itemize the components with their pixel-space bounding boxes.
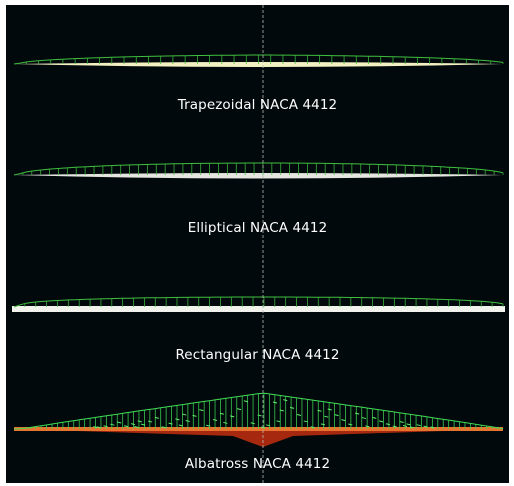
lift-detail-albatross: [230, 415, 235, 418]
lift-detail-albatross: [93, 426, 98, 429]
wing-viewport[interactable]: Trapezoidal NACA 4412 Elliptical NACA 44…: [6, 5, 509, 483]
lift-detail-albatross: [178, 424, 183, 427]
lift-detail-albatross: [103, 425, 108, 428]
lift-detail-albatross: [348, 423, 353, 426]
lift-detail-albatross: [365, 425, 370, 428]
wing-surface-albatross-under: [14, 429, 503, 447]
lift-detail-albatross: [327, 408, 332, 411]
lift-detail-albatross: [276, 420, 281, 423]
lift-detail-albatross: [289, 406, 295, 409]
wing-surface-elliptical: [14, 173, 503, 179]
lift-detail-albatross: [406, 423, 411, 426]
lift-detail-albatross: [219, 412, 225, 415]
lift-detail-albatross: [296, 413, 302, 416]
lift-detail-albatross: [199, 409, 204, 412]
wing-label-elliptical: Elliptical NACA 4412: [187, 220, 328, 236]
lift-detail-albatross: [96, 426, 101, 429]
lift-detail-albatross: [243, 400, 249, 403]
wing-label-albatross: Albatross NACA 4412: [184, 456, 331, 472]
lift-detail-albatross: [137, 420, 142, 423]
lift-envelope-rectangular: [13, 296, 504, 308]
lift-detail-albatross: [272, 401, 278, 404]
wing-label-trapezoidal: Trapezoidal NACA 4412: [177, 97, 338, 113]
lift-detail-albatross: [130, 423, 136, 426]
lift-detail-albatross: [206, 424, 211, 427]
lift-detail-albatross: [423, 425, 428, 428]
lift-detail-albatross: [341, 419, 346, 422]
lift-detail-albatross: [223, 421, 228, 424]
wing-label-rectangular: Rectangular NACA 4412: [175, 347, 340, 363]
lift-detail-albatross: [355, 412, 360, 415]
lift-detail-albatross: [303, 420, 308, 423]
wing-scene: [12, 5, 505, 483]
lift-detail-albatross: [310, 426, 315, 429]
lift-detail-albatross: [161, 426, 166, 429]
lift-detail-albatross: [320, 423, 326, 426]
lift-detail-albatross: [110, 423, 115, 426]
lift-detail-albatross: [334, 414, 339, 417]
lift-detail-albatross: [154, 416, 160, 419]
lift-detail-albatross: [402, 425, 408, 427]
lift-detail-albatross: [361, 417, 367, 420]
lift-detail-albatross: [147, 420, 153, 423]
lift-detail-albatross: [123, 425, 129, 428]
lift-detail-albatross: [279, 409, 284, 412]
lift-detail-albatross: [192, 414, 197, 417]
lift-detail-albatross: [175, 418, 180, 421]
lift-detail-albatross: [236, 408, 242, 411]
lift-detail-albatross: [117, 421, 122, 424]
lift-detail-albatross: [399, 421, 404, 424]
lift-detail-albatross: [385, 423, 391, 426]
lift-detail-albatross: [182, 413, 187, 416]
lift-detail-albatross: [185, 419, 190, 422]
lift-detail-albatross: [416, 424, 421, 427]
lift-envelope-elliptical: [13, 162, 504, 176]
lift-detail-albatross: [430, 426, 435, 429]
lift-detail-albatross: [141, 423, 146, 426]
lift-detail-albatross: [392, 425, 397, 428]
lift-detail-albatross: [250, 422, 255, 425]
lift-detail-albatross: [257, 414, 262, 417]
lift-detail-albatross: [266, 424, 271, 427]
lift-detail-albatross: [324, 415, 329, 418]
lift-detail-albatross: [409, 426, 415, 429]
lift-envelope-trapezoidal: [13, 54, 504, 65]
lift-detail-albatross: [372, 416, 377, 419]
lift-detail-albatross: [212, 419, 218, 422]
lift-detail-albatross: [134, 426, 139, 428]
lift-detail-albatross: [317, 409, 322, 412]
lift-detail-albatross: [378, 420, 384, 423]
lift-detail-albatross: [168, 422, 173, 425]
wing-surface-rectangular: [12, 306, 505, 312]
lift-detail-albatross: [283, 399, 288, 402]
